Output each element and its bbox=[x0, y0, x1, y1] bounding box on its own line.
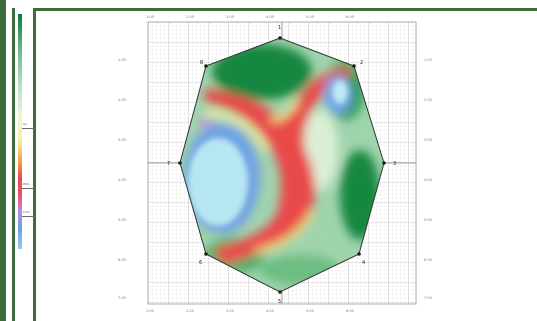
point-label: 7 bbox=[167, 161, 170, 167]
point-label: 5 bbox=[278, 299, 281, 305]
point-label: 8 bbox=[200, 60, 203, 66]
point-label: 2 bbox=[360, 60, 363, 66]
right-axis-label: 7.00 bbox=[424, 296, 432, 300]
top-axis-label: 2.00 bbox=[186, 15, 194, 19]
contour-fill bbox=[180, 38, 384, 292]
legend-label-1: Au bbox=[23, 122, 27, 126]
right-axis-label: 5.00 bbox=[424, 218, 432, 222]
left-axis-label: 4.00 bbox=[118, 178, 126, 182]
right-axis-label: 6.00 bbox=[424, 258, 432, 262]
point-label: 6 bbox=[199, 260, 202, 266]
right-axis-label: 4.00 bbox=[424, 178, 432, 182]
top-axis-label: 3.00 bbox=[226, 15, 234, 19]
bottom-axis-label: 6.00 bbox=[346, 309, 354, 313]
point-label: 3 bbox=[393, 161, 396, 167]
legend-tick bbox=[22, 216, 35, 217]
legend-tick bbox=[22, 188, 35, 189]
left-axis-label: 7.00 bbox=[118, 296, 126, 300]
bottom-axis-label: 2.00 bbox=[186, 309, 194, 313]
bottom-axis-label: 5.00 bbox=[306, 309, 314, 313]
top-frame-line bbox=[33, 8, 537, 11]
left-axis-label: 2.00 bbox=[118, 98, 126, 102]
left-axis-label: 5.00 bbox=[118, 218, 126, 222]
point-label: 1 bbox=[278, 25, 281, 31]
top-axis-label: 4.00 bbox=[266, 15, 274, 19]
right-axis-label: 3.00 bbox=[424, 138, 432, 142]
top-axis-label: 6.00 bbox=[346, 15, 354, 19]
right-axis-label: 1.00 bbox=[424, 58, 432, 62]
left-axis-label: 3.00 bbox=[118, 138, 126, 142]
left-frame-bar bbox=[0, 0, 6, 321]
top-axis-label: 5.00 bbox=[306, 15, 314, 19]
legend-label-3: Cu% bbox=[23, 210, 30, 214]
bottom-axis-label: 4.00 bbox=[266, 309, 274, 313]
survey-points bbox=[178, 36, 386, 294]
bottom-axis-label: 3.00 bbox=[226, 309, 234, 313]
legend-tick bbox=[22, 128, 35, 129]
point-label: 4 bbox=[362, 260, 365, 266]
top-axis-label: 1.00 bbox=[146, 15, 154, 19]
legend-label-2: Pb% bbox=[23, 182, 30, 186]
bottom-axis-label: 1.00 bbox=[146, 309, 154, 313]
left-axis-label: 6.00 bbox=[118, 258, 126, 262]
right-axis-label: 2.00 bbox=[424, 98, 432, 102]
color-legend-bar bbox=[18, 14, 22, 249]
inner-frame-line bbox=[33, 8, 36, 321]
left-axis-label: 1.00 bbox=[118, 58, 126, 62]
left-frame-line bbox=[12, 8, 15, 321]
